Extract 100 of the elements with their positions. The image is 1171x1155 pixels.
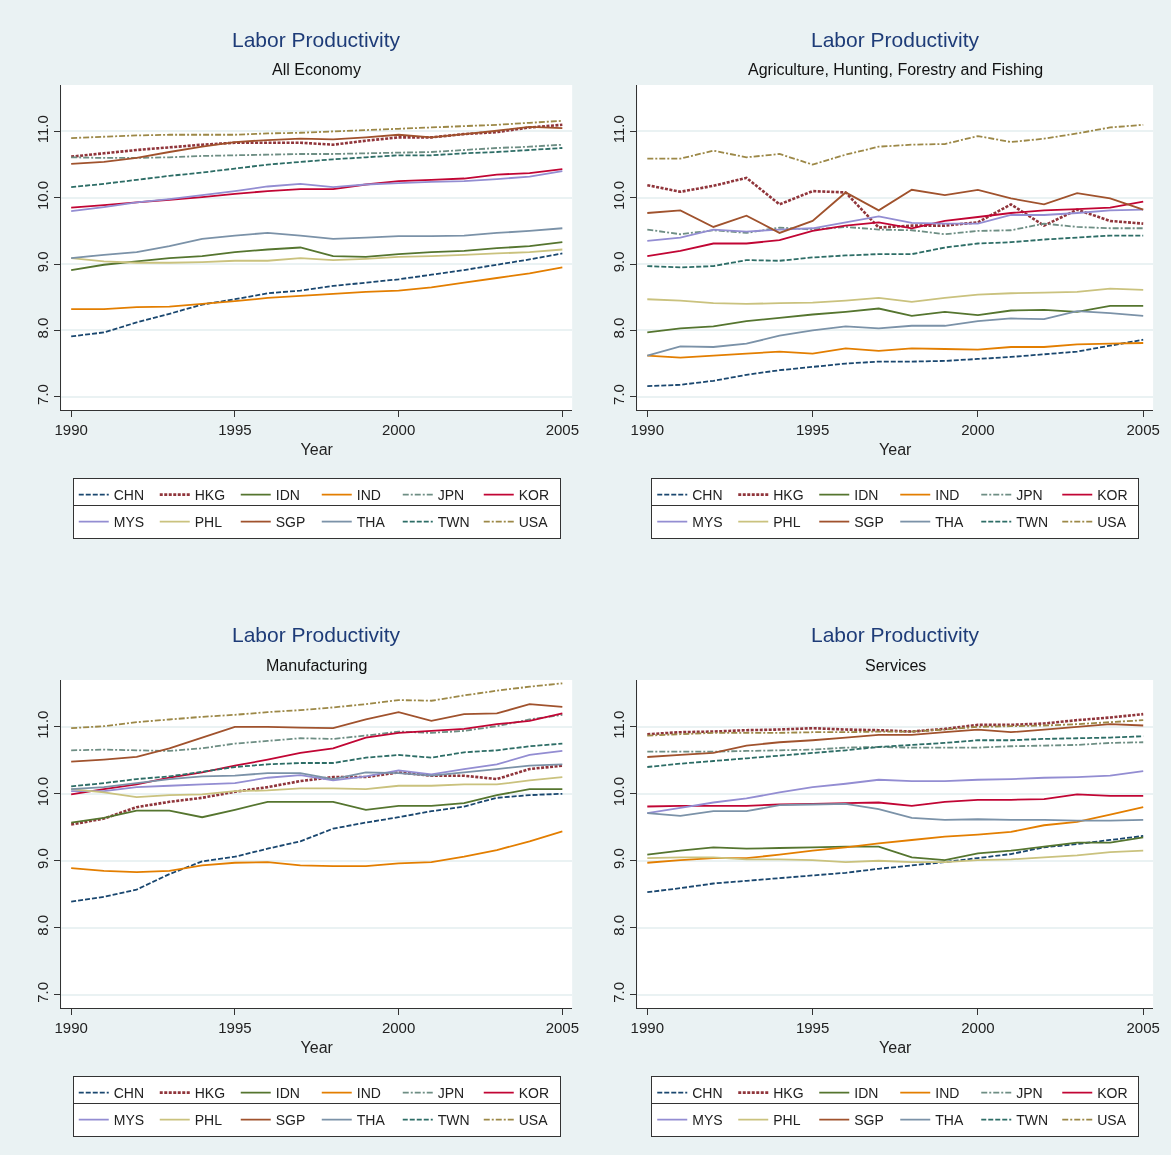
legend-label: JPN [437,487,465,504]
legend-label: CHN [692,1085,723,1102]
y-tick-label: 10.0 [610,776,628,807]
x-tick-label: 2000 [381,1019,416,1036]
line-series [70,147,564,189]
legend-label: USA [1097,1112,1127,1129]
line-series [70,788,564,824]
y-tick-label: 8.0 [610,317,628,339]
legend-label: JPN [1016,1085,1043,1102]
x-tick-label: 1995 [218,1019,252,1036]
legend-label: KOR [518,487,550,504]
line-series [645,712,1145,736]
legend-label: USA [518,1112,549,1129]
y-tick-label: 11.0 [610,115,628,144]
legend-label: THA [356,514,386,531]
legend-label: CHN [113,1085,145,1102]
chart-subtitle: Agriculture, Hunting, Forestry and Fishing [748,61,1044,78]
x-tick-label: 2005 [545,421,580,438]
line-series [70,119,564,139]
y-tick-label: 9.0 [610,848,628,869]
chart-title: Labor Productivity [811,623,980,646]
x-tick-label: 1995 [795,1019,830,1036]
x-tick-label: 1995 [218,421,252,438]
line-series [646,741,1145,753]
legend-label: SGP [275,514,306,531]
line-series [70,712,564,796]
legend-label: SGP [854,514,884,531]
line-series [70,143,564,159]
y-tick-label: 11.0 [34,710,52,739]
chart-subtitle: Manufacturing [266,657,368,674]
legend-label: TWN [1016,1112,1049,1129]
line-series [646,342,1145,359]
line-series [646,234,1145,269]
line-series [70,125,564,165]
legend-label: PHL [773,1112,801,1129]
x-tick-label: 2000 [381,421,416,438]
legend-label: HKG [194,1085,226,1102]
legend-label: PHL [194,1112,223,1129]
line-series [646,200,1145,258]
y-tick-label: 7.0 [610,384,628,405]
line-series [646,719,1145,737]
chart-subtitle: Services [865,657,927,674]
y-tick-label: 10.0 [610,180,628,211]
legend-label: THA [356,1112,386,1129]
legend-label: HKG [773,1085,804,1102]
y-tick-label: 10.0 [34,180,52,211]
y-tick-label: 9.0 [610,251,628,273]
legend-label: PHL [773,514,801,531]
y-tick-label: 9.0 [34,251,52,273]
y-tick-label: 7.0 [34,384,52,405]
legend-label: CHN [692,487,723,504]
x-tick-label: 1995 [795,421,830,438]
chart-subtitle: All Economy [272,61,361,78]
line-series [646,188,1145,234]
x-axis-title: Year [879,440,913,458]
line-series [645,176,1145,229]
line-series [646,806,1145,864]
legend-label: KOR [518,1085,550,1102]
line-series [70,703,564,763]
legend-label: IND [935,1085,960,1102]
legend-label: SGP [854,1112,884,1129]
legend-label: TWN [437,514,470,531]
legend-label: JPN [437,1085,465,1102]
line-series [70,742,564,788]
line-series [69,764,564,826]
legend-label: IND [356,1085,381,1102]
y-tick-label: 8.0 [34,317,52,339]
legend-label: HKG [773,487,804,504]
legend-label: THA [935,514,964,531]
line-series [646,723,1145,758]
line-series [70,227,564,260]
legend-label: IDN [854,1085,879,1102]
x-tick-label: 1990 [630,421,664,438]
y-tick-label: 7.0 [34,981,52,1003]
y-tick-label: 7.0 [610,981,628,1003]
line-series [646,836,1145,861]
x-tick-label: 1990 [630,1019,664,1036]
line-series [69,123,564,158]
legend-label: TWN [437,1112,470,1129]
line-series [70,266,564,311]
x-axis-title: Year [300,440,334,458]
legend-label: MYS [113,1112,145,1129]
x-tick-label: 2005 [1126,421,1160,438]
legend-label: IDN [275,487,300,504]
legend-label: THA [935,1112,964,1129]
y-tick-label: 8.0 [34,914,52,936]
x-tick-label: 2000 [961,1019,995,1036]
line-series [646,793,1145,808]
legend-label: HKG [194,487,226,504]
line-series [70,713,564,752]
line-series [646,287,1145,305]
legend-label: JPN [1016,487,1043,504]
line-series [646,310,1145,357]
legend-label: KOR [1097,1085,1128,1102]
line-series [646,222,1145,236]
legend-label: MYS [692,514,723,531]
line-series [70,252,564,338]
x-tick-label: 1990 [54,1019,88,1036]
x-tick-label: 2005 [545,1019,580,1036]
legend-label: USA [1097,514,1127,531]
